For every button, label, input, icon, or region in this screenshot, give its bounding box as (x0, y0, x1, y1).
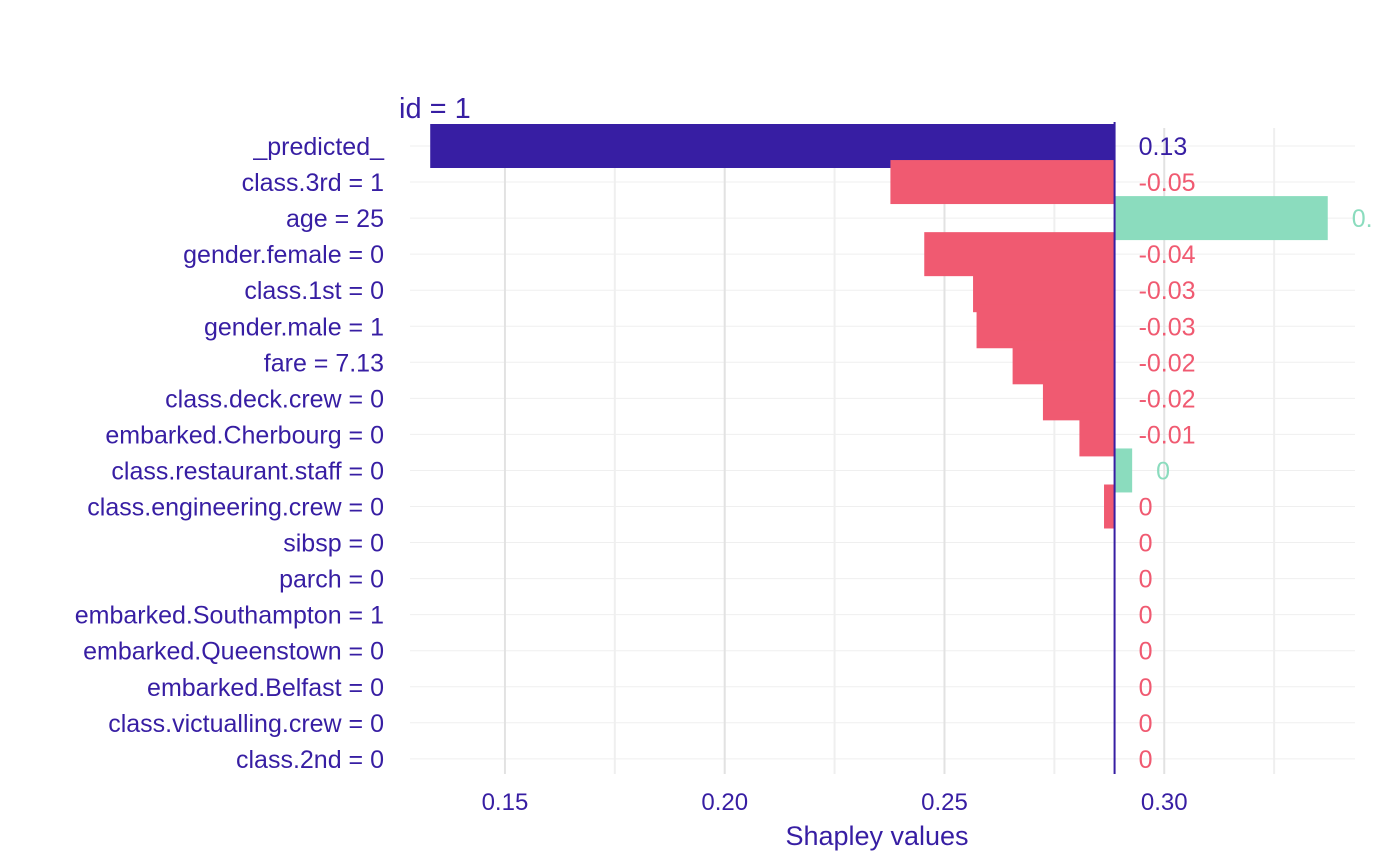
bar-positive (1114, 196, 1328, 241)
value-label: -0.05 (1139, 169, 1196, 197)
value-label: 0 (1139, 530, 1153, 558)
bar-positive (1114, 448, 1133, 493)
category-label: embarked.Cherbourg = 0 (105, 421, 384, 449)
x-tick-label: 0.30 (1141, 789, 1188, 816)
category-label: class.deck.crew = 0 (165, 385, 384, 413)
value-label: 0 (1139, 674, 1153, 702)
category-label: gender.female = 0 (183, 241, 384, 269)
category-label: parch = 0 (279, 566, 384, 594)
x-tick-label: 0.20 (701, 789, 748, 816)
grid (410, 128, 1355, 774)
category-label: sibsp = 0 (283, 530, 384, 558)
category-labels: _predicted_ class.3rd = 1 age = 25 gender.f… (75, 133, 385, 774)
value-label: -0.03 (1139, 313, 1196, 341)
value-label: -0.01 (1139, 421, 1196, 449)
value-label: 0 (1139, 494, 1153, 522)
category-label: class.2nd = 0 (236, 746, 384, 774)
value-label: -0.02 (1139, 349, 1196, 377)
category-label: embarked.Southampton = 1 (75, 602, 384, 630)
bar-negative (890, 160, 1115, 205)
value-label: 0. (1352, 205, 1373, 233)
category-label: class.3rd = 1 (242, 169, 384, 197)
value-labels: 0.13 -0.05 0. -0.04 -0.03 -0.03 -0.02 -0.02 -0.0… (1139, 133, 1373, 774)
x-tick-label: 0.25 (921, 789, 968, 816)
x-axis: 0.15 0.20 0.25 0.30 (482, 789, 1188, 816)
value-label: -0.04 (1139, 241, 1196, 269)
x-axis-title: Shapley values (785, 821, 968, 851)
value-label: 0 (1139, 638, 1153, 666)
x-tick-label: 0.15 (482, 789, 529, 816)
bars (430, 122, 1328, 774)
value-label: 0 (1139, 602, 1153, 630)
value-label: 0 (1156, 457, 1170, 485)
value-label: 0.13 (1139, 133, 1188, 161)
category-label: age = 25 (286, 205, 384, 233)
category-label: fare = 7.13 (264, 349, 384, 377)
bar-negative (1104, 484, 1115, 529)
category-label: class.restaurant.staff = 0 (111, 457, 384, 485)
value-label: 0 (1139, 710, 1153, 738)
value-label: 0 (1139, 746, 1153, 774)
value-label: -0.02 (1139, 385, 1196, 413)
value-label: 0 (1139, 566, 1153, 594)
category-label: class.1st = 0 (244, 277, 384, 305)
category-label: class.engineering.crew = 0 (87, 494, 384, 522)
value-label: -0.03 (1139, 277, 1196, 305)
category-label: embarked.Belfast = 0 (147, 674, 384, 702)
bar-negative (1079, 412, 1115, 457)
category-label: gender.male = 1 (204, 313, 384, 341)
category-label: embarked.Queenstown = 0 (83, 638, 384, 666)
category-label: class.victualling.crew = 0 (108, 710, 384, 738)
category-label: _predicted_ (252, 133, 385, 161)
chart-title: id = 1 (399, 93, 471, 125)
